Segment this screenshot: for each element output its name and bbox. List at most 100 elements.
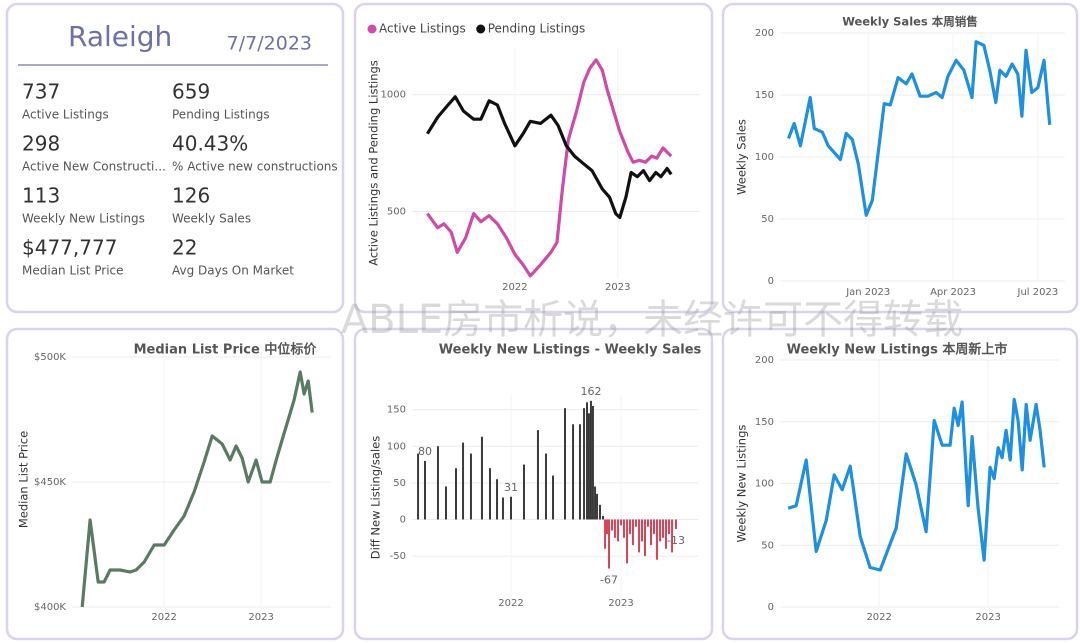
bar	[552, 475, 555, 520]
data-label: 162	[580, 385, 601, 398]
bar	[587, 413, 590, 520]
listings-panel	[353, 2, 714, 314]
bar	[436, 446, 439, 520]
y-tick-label: 150	[755, 90, 774, 101]
x-tick-label: 2023	[248, 612, 273, 623]
x-tick-label: 2022	[151, 612, 176, 623]
data-label: 80	[418, 445, 432, 458]
y-tick-label: 100	[755, 479, 774, 490]
kpi-label: Weekly Sales	[172, 212, 251, 226]
kpi-value: 22	[172, 236, 197, 260]
bar	[564, 408, 567, 520]
bar	[610, 519, 613, 531]
x-tick-label: 2023	[975, 612, 1000, 623]
bar	[572, 424, 575, 520]
data-label: 31	[504, 481, 518, 494]
kpi-label: Active New Constructi...	[22, 160, 166, 174]
series-line	[787, 40, 1052, 217]
series-line	[426, 95, 673, 220]
y-tick-label: 50	[761, 540, 774, 551]
x-tick-label: 2023	[605, 282, 630, 293]
data-label: -67	[600, 574, 618, 587]
kpi-grid: 737 Active Listings 659 Pending Listings 298…	[22, 80, 338, 278]
y-tick-label: $400K	[34, 602, 66, 613]
x-tick-label: 2023	[608, 598, 633, 609]
legend-label: Active Listings	[379, 22, 466, 36]
price-panel	[5, 327, 345, 641]
x-tick-label: 2022	[866, 612, 891, 623]
bar	[589, 400, 592, 520]
y-axis-label: Weekly New Listings	[735, 425, 749, 543]
bar	[455, 468, 457, 520]
kpi-value: 113	[22, 184, 60, 208]
kpi-value: 126	[172, 184, 210, 208]
bar	[423, 460, 426, 520]
chart-title: Weekly New Listings 本周新上市	[787, 342, 1008, 358]
bar	[417, 453, 420, 520]
bar	[594, 486, 597, 520]
series-line	[426, 58, 673, 278]
bar	[629, 519, 632, 535]
chart-title: Weekly Sales 本周销售	[842, 15, 978, 29]
y-tick-label: -50	[390, 551, 406, 562]
bar	[606, 519, 609, 535]
bar	[622, 519, 625, 538]
chart-title: Median List Price 中位标价	[134, 342, 318, 358]
bar	[655, 519, 658, 560]
bar	[488, 468, 491, 520]
kpi-label: Pending Listings	[172, 108, 270, 122]
x-tick-label: Jul 2023	[1017, 287, 1059, 298]
data-label: -13	[667, 534, 685, 547]
bar	[638, 519, 641, 553]
bar	[634, 519, 637, 527]
bar	[469, 453, 472, 520]
sales-panel	[721, 2, 1079, 314]
x-tick-label: 2022	[502, 282, 527, 293]
bar	[501, 497, 504, 520]
watermark: ABLE房市析说，未经许可不得转载	[341, 297, 963, 343]
y-tick-label: 50	[761, 214, 774, 225]
bar	[675, 519, 677, 529]
bar	[596, 493, 599, 520]
kpi-value: 298	[22, 132, 60, 156]
kpi-label: Avg Days On Market	[172, 264, 294, 278]
y-tick-label: 1000	[381, 90, 406, 101]
legend-label: Pending Listings	[488, 22, 586, 36]
y-tick-label: 200	[755, 355, 774, 366]
bar	[671, 519, 674, 553]
y-axis-label: Active Listings and Pending Listings	[367, 60, 381, 266]
bar	[617, 519, 620, 542]
bar	[620, 519, 622, 526]
chart-title: Weekly New Listings - Weekly Sales	[439, 343, 702, 358]
kpi-panel	[5, 2, 345, 314]
y-tick-label: $500K	[34, 352, 66, 363]
x-tick-label: Apr 2023	[930, 287, 976, 298]
y-tick-label: 500	[387, 206, 406, 217]
kpi-value: 737	[22, 80, 60, 104]
y-tick-label: 150	[755, 417, 774, 428]
bar	[578, 424, 581, 520]
y-axis-label: Diff New Listing/sales	[369, 436, 383, 559]
y-tick-label: 200	[755, 28, 774, 39]
bar	[608, 519, 611, 569]
series-line	[80, 370, 314, 608]
date: 7/7/2023	[227, 33, 312, 55]
y-tick-label: $450K	[34, 477, 66, 488]
bar	[631, 519, 634, 546]
kpi-label: % Active new constructions	[172, 160, 338, 174]
bar	[444, 486, 447, 520]
kpi-value: 40.43%	[172, 132, 248, 156]
bar	[667, 519, 670, 535]
kpi-value: $477,777	[22, 236, 117, 260]
bar	[544, 453, 547, 520]
y-tick-label: 50	[393, 478, 406, 489]
bar	[462, 442, 465, 520]
legend-swatch	[476, 24, 486, 34]
y-tick-label: 100	[755, 152, 774, 163]
bar	[662, 519, 665, 538]
y-tick-label: 150	[387, 405, 406, 416]
bar	[601, 515, 604, 520]
bar	[643, 519, 646, 557]
y-tick-label: 0	[400, 514, 406, 525]
